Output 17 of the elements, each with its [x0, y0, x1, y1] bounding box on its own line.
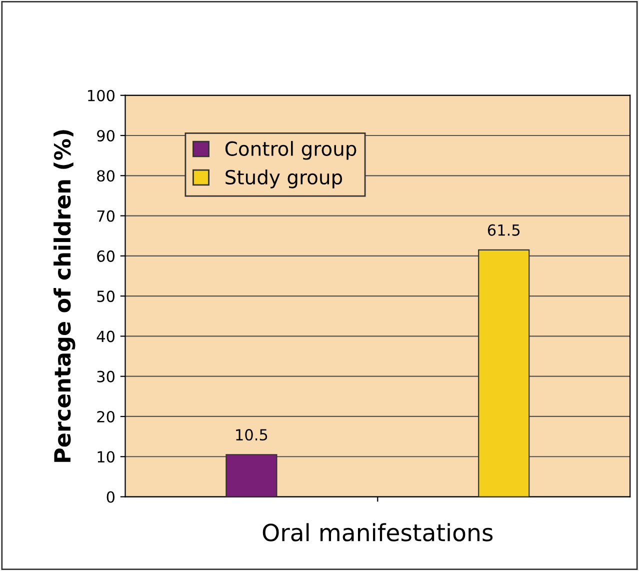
y-tick-label: 100	[88, 90, 115, 102]
y-tick-label: 60	[97, 250, 115, 262]
y-tick-label: 80	[97, 170, 115, 182]
data-label: 61.5	[488, 224, 520, 236]
y-tick-label: 10	[98, 451, 115, 463]
legend-label: Study group	[226, 169, 342, 188]
y-axis-title: Percentage of children (%)	[54, 130, 76, 462]
y-tick-label: 0	[106, 491, 115, 503]
y-tick-label: 40	[96, 330, 115, 342]
y-tick-label: 90	[97, 130, 115, 142]
y-tick-label: 20	[97, 410, 115, 423]
data-label: 10.5	[236, 428, 268, 441]
y-tick-label: 50	[97, 290, 115, 302]
x-axis-title: Oral manifestations	[262, 523, 493, 542]
y-tick-label: 30	[97, 370, 115, 382]
y-tick-label: 70	[97, 210, 115, 222]
legend-label: Control group	[225, 140, 356, 160]
